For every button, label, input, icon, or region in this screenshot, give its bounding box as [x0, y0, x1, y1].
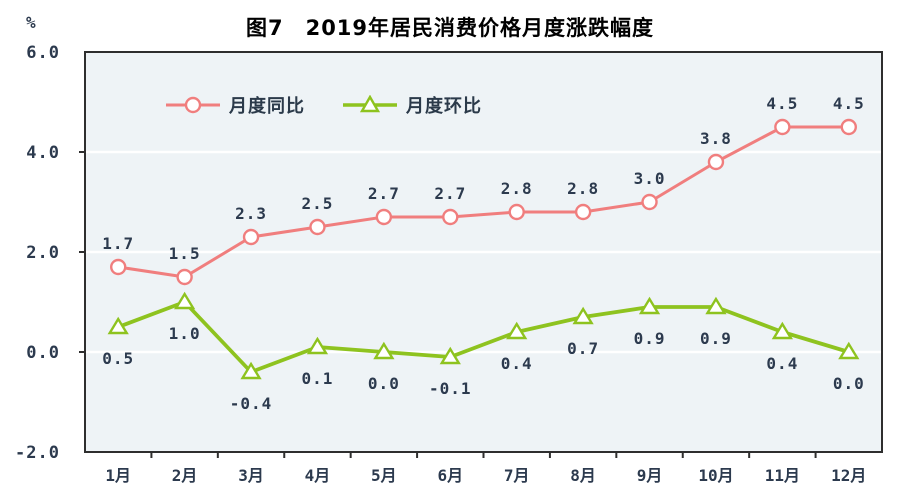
- data-label: -0.1: [429, 379, 472, 398]
- series-1-marker: [242, 228, 260, 246]
- data-label: 4.5: [833, 94, 865, 113]
- legend: 月度同比 月度环比: [166, 92, 482, 118]
- series-2-marker: [306, 336, 329, 355]
- series-1-marker: [574, 203, 592, 221]
- chart-title: 图7 2019年居民消费价格月度涨跌幅度: [245, 16, 655, 40]
- data-label: 2.8: [567, 179, 599, 198]
- series-1-marker: [641, 193, 658, 211]
- x-tick-label: 4月: [305, 466, 331, 485]
- x-tick-label: 3月: [238, 466, 264, 485]
- series-2-marker: [439, 346, 461, 365]
- series-2-marker: [240, 361, 262, 380]
- x-tick-label: 12月: [831, 466, 866, 485]
- series-2-marker: [638, 296, 661, 315]
- x-tick-label: 6月: [437, 466, 463, 485]
- x-tick-label: 1月: [105, 466, 131, 485]
- data-label: 0.5: [102, 349, 134, 368]
- line-circle-marker-icon: [166, 96, 220, 114]
- data-label: 0.1: [302, 369, 334, 388]
- legend-label-mom: 月度环比: [406, 96, 482, 117]
- y-tick-label: -2.0: [15, 443, 60, 463]
- series-1-marker: [375, 208, 393, 226]
- data-label: 0.9: [700, 329, 732, 348]
- y-tick-label: 0.0: [26, 343, 60, 363]
- data-label: 0.0: [368, 374, 400, 393]
- data-label: 4.5: [766, 94, 798, 113]
- x-tick-label: 10月: [698, 466, 733, 485]
- x-tick-label: 5月: [371, 466, 397, 485]
- series-2-marker: [173, 291, 196, 310]
- series-2-marker: [705, 296, 727, 315]
- data-label: 0.0: [833, 374, 865, 393]
- series-1-marker: [774, 118, 791, 136]
- series-2-marker: [107, 316, 129, 335]
- data-label: 2.5: [302, 194, 334, 213]
- data-label: 1.5: [169, 244, 201, 263]
- legend-item-mom: 月度环比: [343, 92, 482, 118]
- series-2-line: [117, 300, 850, 374]
- series-1-marker: [176, 268, 193, 286]
- x-tick-label: 9月: [637, 466, 663, 485]
- series-2-marker: [838, 341, 860, 360]
- series-1-marker: [840, 118, 857, 136]
- y-tick-label: 4.0: [26, 143, 60, 163]
- y-tick-label: 2.0: [26, 243, 60, 263]
- series-2-marker: [373, 341, 395, 360]
- series-2-marker: [771, 321, 794, 340]
- data-label: 1.0: [169, 324, 201, 343]
- legend-item-yoy: 月度同比: [166, 92, 305, 118]
- data-label: -0.4: [230, 394, 273, 413]
- data-label: 2.3: [235, 204, 267, 223]
- data-label: 0.7: [567, 339, 599, 358]
- data-label: 1.7: [102, 234, 134, 253]
- series-2-marker: [572, 306, 594, 325]
- data-label: 2.7: [434, 184, 466, 203]
- series-1-marker: [508, 203, 525, 221]
- series-1-marker: [309, 218, 326, 236]
- data-label: 0.9: [634, 329, 666, 348]
- data-label: 2.8: [501, 179, 533, 198]
- data-label: 3.8: [700, 129, 732, 148]
- x-tick-label: 11月: [765, 466, 800, 485]
- y-axis-unit-label: %: [26, 13, 36, 32]
- series-2-marker: [506, 321, 528, 340]
- data-label: 3.0: [634, 169, 666, 188]
- x-tick-label: 7月: [504, 466, 530, 485]
- series-1-marker: [110, 258, 127, 276]
- data-label: 0.4: [766, 354, 798, 373]
- series-1-marker: [707, 153, 725, 171]
- y-tick-label: 6.0: [26, 43, 60, 63]
- x-tick-label: 2月: [172, 466, 198, 485]
- series-1-marker: [442, 208, 459, 226]
- x-tick-label: 8月: [570, 466, 596, 485]
- legend-label-yoy: 月度同比: [229, 96, 305, 117]
- line-triangle-marker-icon: [343, 95, 397, 113]
- data-label: 0.4: [501, 354, 533, 373]
- data-label: 2.7: [368, 184, 400, 203]
- series-1-line: [117, 125, 849, 279]
